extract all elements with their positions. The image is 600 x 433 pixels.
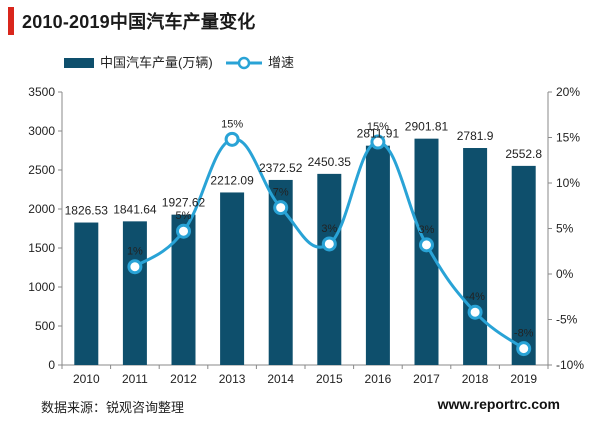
x-tick-label: 2017 xyxy=(413,372,440,386)
y-right-tick-label: 5% xyxy=(556,222,574,236)
growth-value-label: -4% xyxy=(465,291,485,303)
growth-value-label: 3% xyxy=(321,223,337,235)
growth-point xyxy=(176,223,191,239)
legend-label-line: 增速 xyxy=(268,55,294,70)
growth-point xyxy=(321,236,337,252)
site-watermark: www.reportrc.com xyxy=(437,396,560,412)
bar xyxy=(317,173,342,365)
x-tick-label: 2014 xyxy=(267,372,294,386)
bar-value-label: 2901.81 xyxy=(405,120,449,134)
bar-value-label: 2372.52 xyxy=(259,161,303,175)
bar-value-label: 2781.9 xyxy=(457,129,494,143)
chart-title-bar: 2010-2019中国汽车产量变化 xyxy=(8,6,255,36)
y-right-tick-label: 0% xyxy=(556,267,574,281)
data-labels: 1826.53 1841.64 1927.62 2212.09 2372.52 2450.… xyxy=(65,118,543,339)
y-left-tick-label: 0 xyxy=(48,358,55,372)
growth-value-label: 3% xyxy=(419,224,435,236)
bar-value-label: 1841.64 xyxy=(113,202,157,216)
growth-point xyxy=(127,259,143,275)
y-left-tick-label: 2000 xyxy=(28,202,55,216)
bar xyxy=(365,145,390,365)
x-tick-label: 2010 xyxy=(73,372,100,386)
bar-value-label: 1826.53 xyxy=(65,204,109,218)
y-left-tick-label: 3000 xyxy=(28,124,55,138)
bar xyxy=(511,165,536,365)
y-left-tick-label: 1000 xyxy=(28,280,55,294)
y-right-tick-label: -5% xyxy=(556,313,578,327)
x-tick-label: 2011 xyxy=(122,372,148,386)
bar xyxy=(220,192,245,365)
y-right-tick-label: 20% xyxy=(556,85,580,99)
growth-point xyxy=(516,341,532,357)
growth-point xyxy=(273,200,289,216)
x-tick-label: 2015 xyxy=(316,372,343,386)
growth-value-label: 5% xyxy=(176,210,192,222)
growth-point xyxy=(467,304,483,320)
legend-swatch-bar xyxy=(64,58,94,68)
growth-value-label: 7% xyxy=(273,187,289,199)
legend-swatch-marker xyxy=(237,56,251,70)
bar-value-label: 2212.09 xyxy=(210,173,254,187)
bar-value-label: 2450.35 xyxy=(308,155,352,169)
legend-label-bar: 中国汽车产量(万辆) xyxy=(100,55,213,70)
legend: 中国汽车产量(万辆) 增速 xyxy=(64,55,294,70)
growth-point xyxy=(224,131,240,147)
x-tick-label: 2013 xyxy=(219,372,246,386)
growth-value-label: 15% xyxy=(221,118,243,130)
bar xyxy=(122,221,147,365)
x-tick-label: 2018 xyxy=(462,372,489,386)
y-left-tick-label: 500 xyxy=(35,319,55,333)
y-left-tick-label: 2500 xyxy=(28,163,55,177)
x-tick-label: 2016 xyxy=(365,372,392,386)
y-left-tick-label: 1500 xyxy=(28,241,55,255)
title-accent-bar xyxy=(8,7,14,35)
source-note: 数据来源：锐观咨询整理 xyxy=(41,400,185,415)
y-right-tick-label: -10% xyxy=(556,358,584,372)
bar xyxy=(74,222,99,365)
bar-series xyxy=(74,138,536,365)
y-right-tick-label: 15% xyxy=(556,131,580,145)
y-right-tick-label: 10% xyxy=(556,176,580,190)
line-series xyxy=(127,131,532,357)
bar-value-label: 2811.91 xyxy=(357,127,400,141)
growth-value-label: -8% xyxy=(514,328,534,340)
bar xyxy=(463,148,488,365)
bar-value-label: 2552.8 xyxy=(505,147,542,161)
growth-point xyxy=(419,237,434,253)
y-left-tick-label: 3500 xyxy=(28,85,55,99)
growth-value-label: 1% xyxy=(127,246,143,258)
axes: 0500100015002000250030003500-10%-5%0%5%1… xyxy=(28,85,584,386)
growth-point xyxy=(370,134,386,150)
x-tick-label: 2019 xyxy=(510,372,537,386)
x-tick-label: 2012 xyxy=(170,372,197,386)
chart-title: 2010-2019中国汽车产量变化 xyxy=(22,12,256,32)
bar-value-label: 1927.62 xyxy=(162,196,206,210)
growth-value-label: 15% xyxy=(367,121,389,133)
